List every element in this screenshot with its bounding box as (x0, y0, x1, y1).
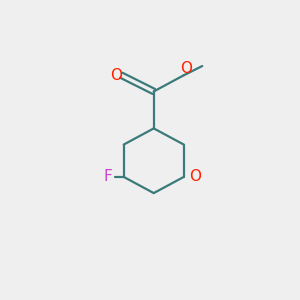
Text: O: O (180, 61, 192, 76)
Text: O: O (110, 68, 122, 83)
Text: O: O (189, 169, 201, 184)
Text: F: F (103, 169, 112, 184)
